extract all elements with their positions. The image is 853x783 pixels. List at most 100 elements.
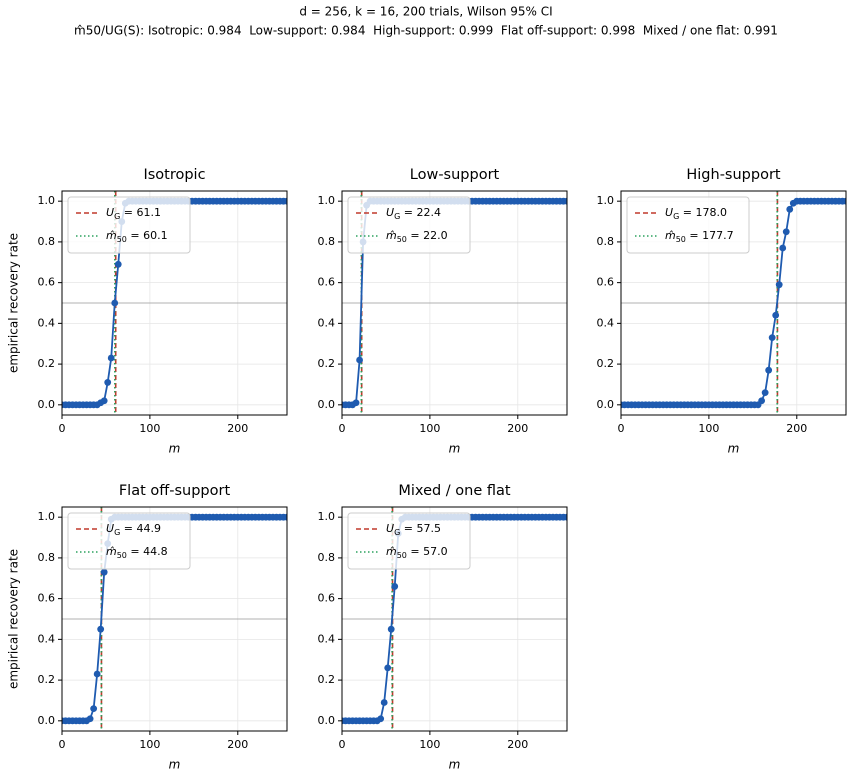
- legend-label: UG = 61.1: [106, 206, 161, 221]
- data-point: [758, 397, 766, 405]
- data-point: [352, 399, 360, 407]
- data-point: [283, 513, 287, 521]
- y-tick-label: 0.2: [38, 357, 56, 370]
- y-tick-label: 0.6: [597, 276, 615, 289]
- legend-box: [626, 196, 750, 254]
- y-tick-label: 0.2: [318, 357, 336, 370]
- axes-frame: [341, 190, 568, 416]
- y-tick-label: 0.4: [38, 316, 56, 329]
- data-point: [104, 379, 112, 386]
- y-tick-label: 0.0: [38, 714, 56, 727]
- legend-label: m̂50 = 57.0: [386, 545, 448, 560]
- subplot: 0 100 200 0.0 0.2 0.4 0.6 0.8 1.0 UG = 22.4 m̂50 =…: [318, 167, 568, 456]
- x-tick-label: 100: [419, 738, 440, 751]
- y-tick-label: 1.0: [38, 510, 56, 523]
- y-axis-label: empirical recovery rate: [7, 549, 21, 689]
- y-tick-label: 0.8: [318, 235, 336, 248]
- suptitle-line: d = 256, k = 16, 200 trials, Wilson 95% …: [299, 5, 552, 19]
- x-axis-label: m: [169, 758, 181, 772]
- x-tick-label: 100: [419, 422, 440, 435]
- legend-label: m̂50 = 177.7: [665, 229, 734, 244]
- y-tick-label: 0.8: [318, 551, 336, 564]
- x-tick-label: 100: [139, 422, 160, 435]
- data-point: [377, 715, 385, 723]
- data-point: [97, 625, 105, 633]
- legend-label: m̂50 = 60.1: [106, 229, 168, 244]
- y-tick-label: 0.2: [38, 673, 56, 686]
- legend-label: UG = 178.0: [665, 206, 727, 221]
- y-tick-label: 0.6: [38, 276, 56, 289]
- y-tick-label: 0.4: [318, 316, 336, 329]
- y-tick-label: 0.6: [318, 592, 336, 605]
- data-point: [765, 366, 773, 374]
- legend-label: m̂50 = 22.0: [386, 229, 448, 244]
- subplot: 0 100 200 0.0 0.2 0.4 0.6 0.8 1.0 UG = 61.1 m̂50 =…: [7, 167, 288, 456]
- x-tick-label: 0: [59, 738, 66, 751]
- data-point: [782, 228, 790, 236]
- data-point: [786, 205, 794, 213]
- y-tick-label: 1.0: [318, 194, 336, 207]
- data-point: [90, 705, 98, 712]
- x-tick-label: 0: [339, 738, 346, 751]
- axes-frame: [61, 190, 288, 416]
- data-point: [107, 354, 115, 362]
- data-point: [384, 664, 392, 672]
- x-tick-label: 200: [227, 738, 248, 751]
- y-axis-label: empirical recovery rate: [7, 233, 21, 373]
- subplot: 0 100 200 0.0 0.2 0.4 0.6 0.8 1.0 UG = 44.9 m̂50 =…: [7, 483, 288, 772]
- subplot-title: Flat off-support: [119, 483, 231, 499]
- y-tick-label: 0.0: [318, 398, 336, 411]
- legend-box: [347, 512, 471, 570]
- legend-box: [67, 512, 191, 570]
- x-tick-label: 0: [618, 422, 625, 435]
- y-tick-label: 1.0: [38, 194, 56, 207]
- data-point: [842, 197, 846, 205]
- data-point: [772, 311, 780, 319]
- data-point: [114, 260, 122, 268]
- data-point: [563, 513, 567, 521]
- x-axis-label: m: [449, 442, 461, 456]
- y-tick-label: 0.8: [38, 235, 56, 248]
- data-point: [761, 389, 769, 396]
- x-axis-label: m: [169, 442, 181, 456]
- data-point: [356, 356, 363, 364]
- legend-label: UG = 22.4: [386, 206, 441, 221]
- legend-label: m̂50 = 44.8: [106, 545, 168, 560]
- data-point: [380, 699, 388, 706]
- subplot: 0 100 200 0.0 0.2 0.4 0.6 0.8 1.0 UG = 57.5 m̂50 =…: [318, 483, 568, 772]
- x-tick-label: 200: [786, 422, 807, 435]
- x-tick-label: 200: [507, 738, 528, 751]
- x-axis-label: m: [449, 758, 461, 772]
- data-point: [768, 334, 776, 342]
- y-tick-label: 0.0: [597, 398, 615, 411]
- y-tick-label: 0.4: [597, 316, 615, 329]
- x-tick-label: 200: [507, 422, 528, 435]
- data-point: [111, 299, 119, 307]
- legend-label: UG = 57.5: [386, 522, 441, 537]
- y-tick-label: 0.4: [38, 632, 56, 645]
- subplot-title: Mixed / one flat: [398, 483, 511, 499]
- data-point: [775, 281, 783, 289]
- x-tick-label: 100: [698, 422, 719, 435]
- x-tick-label: 0: [59, 422, 66, 435]
- y-tick-label: 1.0: [597, 194, 615, 207]
- subplot-title: High-support: [686, 167, 781, 183]
- data-point: [387, 625, 395, 633]
- data-point: [283, 197, 287, 205]
- data-point: [391, 583, 399, 590]
- data-point: [86, 715, 94, 723]
- data-point: [93, 670, 101, 678]
- subplot-title: Isotropic: [143, 167, 205, 183]
- y-tick-label: 0.4: [318, 632, 336, 645]
- legend-label: UG = 44.9: [106, 522, 161, 537]
- y-tick-label: 0.8: [38, 551, 56, 564]
- y-tick-label: 0.0: [318, 714, 336, 727]
- data-point: [100, 397, 108, 405]
- legend-box: [347, 196, 471, 254]
- data-point: [563, 197, 567, 205]
- data-point: [100, 568, 108, 576]
- x-tick-label: 0: [339, 422, 346, 435]
- x-tick-label: 200: [227, 422, 248, 435]
- axes-frame: [61, 506, 288, 732]
